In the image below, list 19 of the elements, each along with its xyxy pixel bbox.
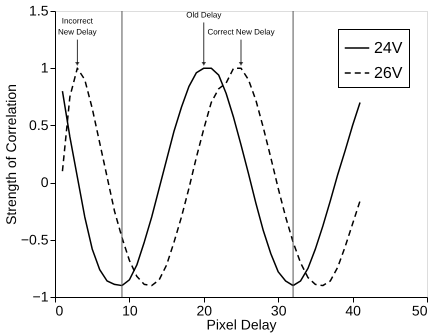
y-tick-label: 1.5 [29,2,49,18]
y-axis-title: Strength of Correlation [2,84,19,225]
x-tick-label: 10 [122,302,138,318]
y-tick-label: 1 [40,60,49,76]
y-tick-label: 0 [40,174,49,190]
x-tick-label: 30 [270,302,287,318]
x-tick-label: 20 [196,302,212,318]
x-tick-label: 50 [412,302,428,318]
annotation: Correct New Delay [207,28,275,37]
y-tick-label: 0.5 [29,116,49,133]
y-tick-label: −1 [32,288,49,304]
x-tick-label: 0 [56,302,64,318]
y-tick-label: −0.5 [20,231,49,248]
legend-label: 26V [374,65,403,82]
annotation: Incorrect New Delay [58,16,97,37]
x-tick-label: 40 [345,302,362,318]
annotation: Old Delay [186,10,222,20]
legend-label: 24V [374,40,403,57]
x-axis-title: Pixel Delay [206,316,277,332]
